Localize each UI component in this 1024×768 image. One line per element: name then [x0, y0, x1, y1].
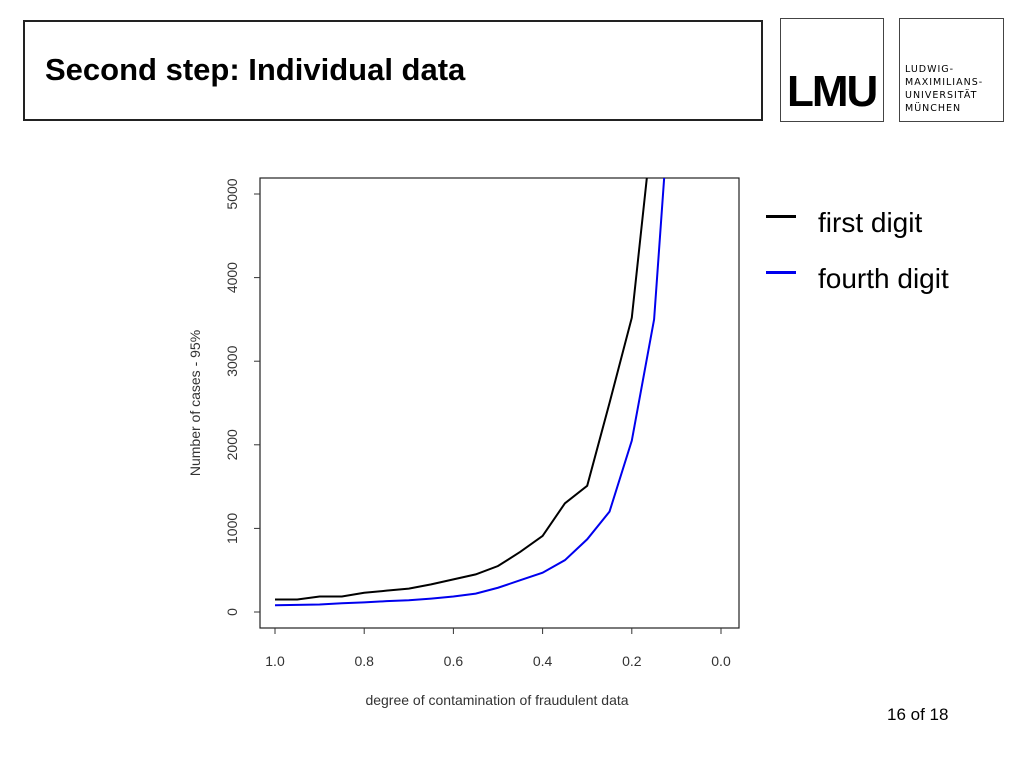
legend: first digit fourth digit [766, 195, 949, 307]
series-line-first-digit [275, 178, 648, 601]
y-tick-label: 0 [224, 608, 240, 616]
logo-mark: LMU [787, 67, 878, 116]
lmu-logo: LMU [780, 18, 884, 122]
page-number: 16 of 18 [887, 705, 949, 724]
plot-frame [259, 177, 740, 629]
y-axis-label: Number of cases - 95% [187, 330, 203, 476]
university-name-logo: LUDWIG- MAXIMILIANS- UNIVERSITÄT MÜNCHEN [899, 18, 1004, 122]
x-tick-label: 0.8 [354, 653, 374, 669]
logo-line: LUDWIG- [905, 64, 955, 75]
x-axis-label: degree of contamination of fraudulent da… [365, 692, 628, 708]
x-tick-label: 0.6 [444, 653, 464, 669]
title-box: Second step: Individual data [23, 20, 763, 121]
legend-label: fourth digit [818, 263, 949, 294]
logo-line: UNIVERSITÄT [905, 90, 978, 101]
y-tick-label: 5000 [224, 178, 240, 209]
y-tick-label: 1000 [224, 513, 240, 544]
logo-line: MAXIMILIANS- [905, 77, 984, 88]
legend-item-fourth-digit: fourth digit [766, 251, 949, 307]
legend-swatch [766, 270, 796, 274]
series-line-fourth-digit [274, 178, 666, 607]
x-tick-label: 0.4 [533, 653, 553, 669]
y-tick-label: 3000 [224, 345, 240, 376]
legend-item-first-digit: first digit [766, 195, 949, 251]
legend-swatch [766, 214, 796, 218]
legend-label: first digit [818, 207, 923, 238]
y-tick-label: 2000 [224, 429, 240, 460]
y-tick-label: 4000 [224, 262, 240, 293]
slide-title: Second step: Individual data [45, 52, 466, 87]
logo-line: MÜNCHEN [905, 103, 962, 114]
x-tick-label: 0.2 [622, 653, 642, 669]
x-tick-label: 1.0 [265, 653, 285, 669]
x-tick-label: 0.0 [711, 653, 731, 669]
